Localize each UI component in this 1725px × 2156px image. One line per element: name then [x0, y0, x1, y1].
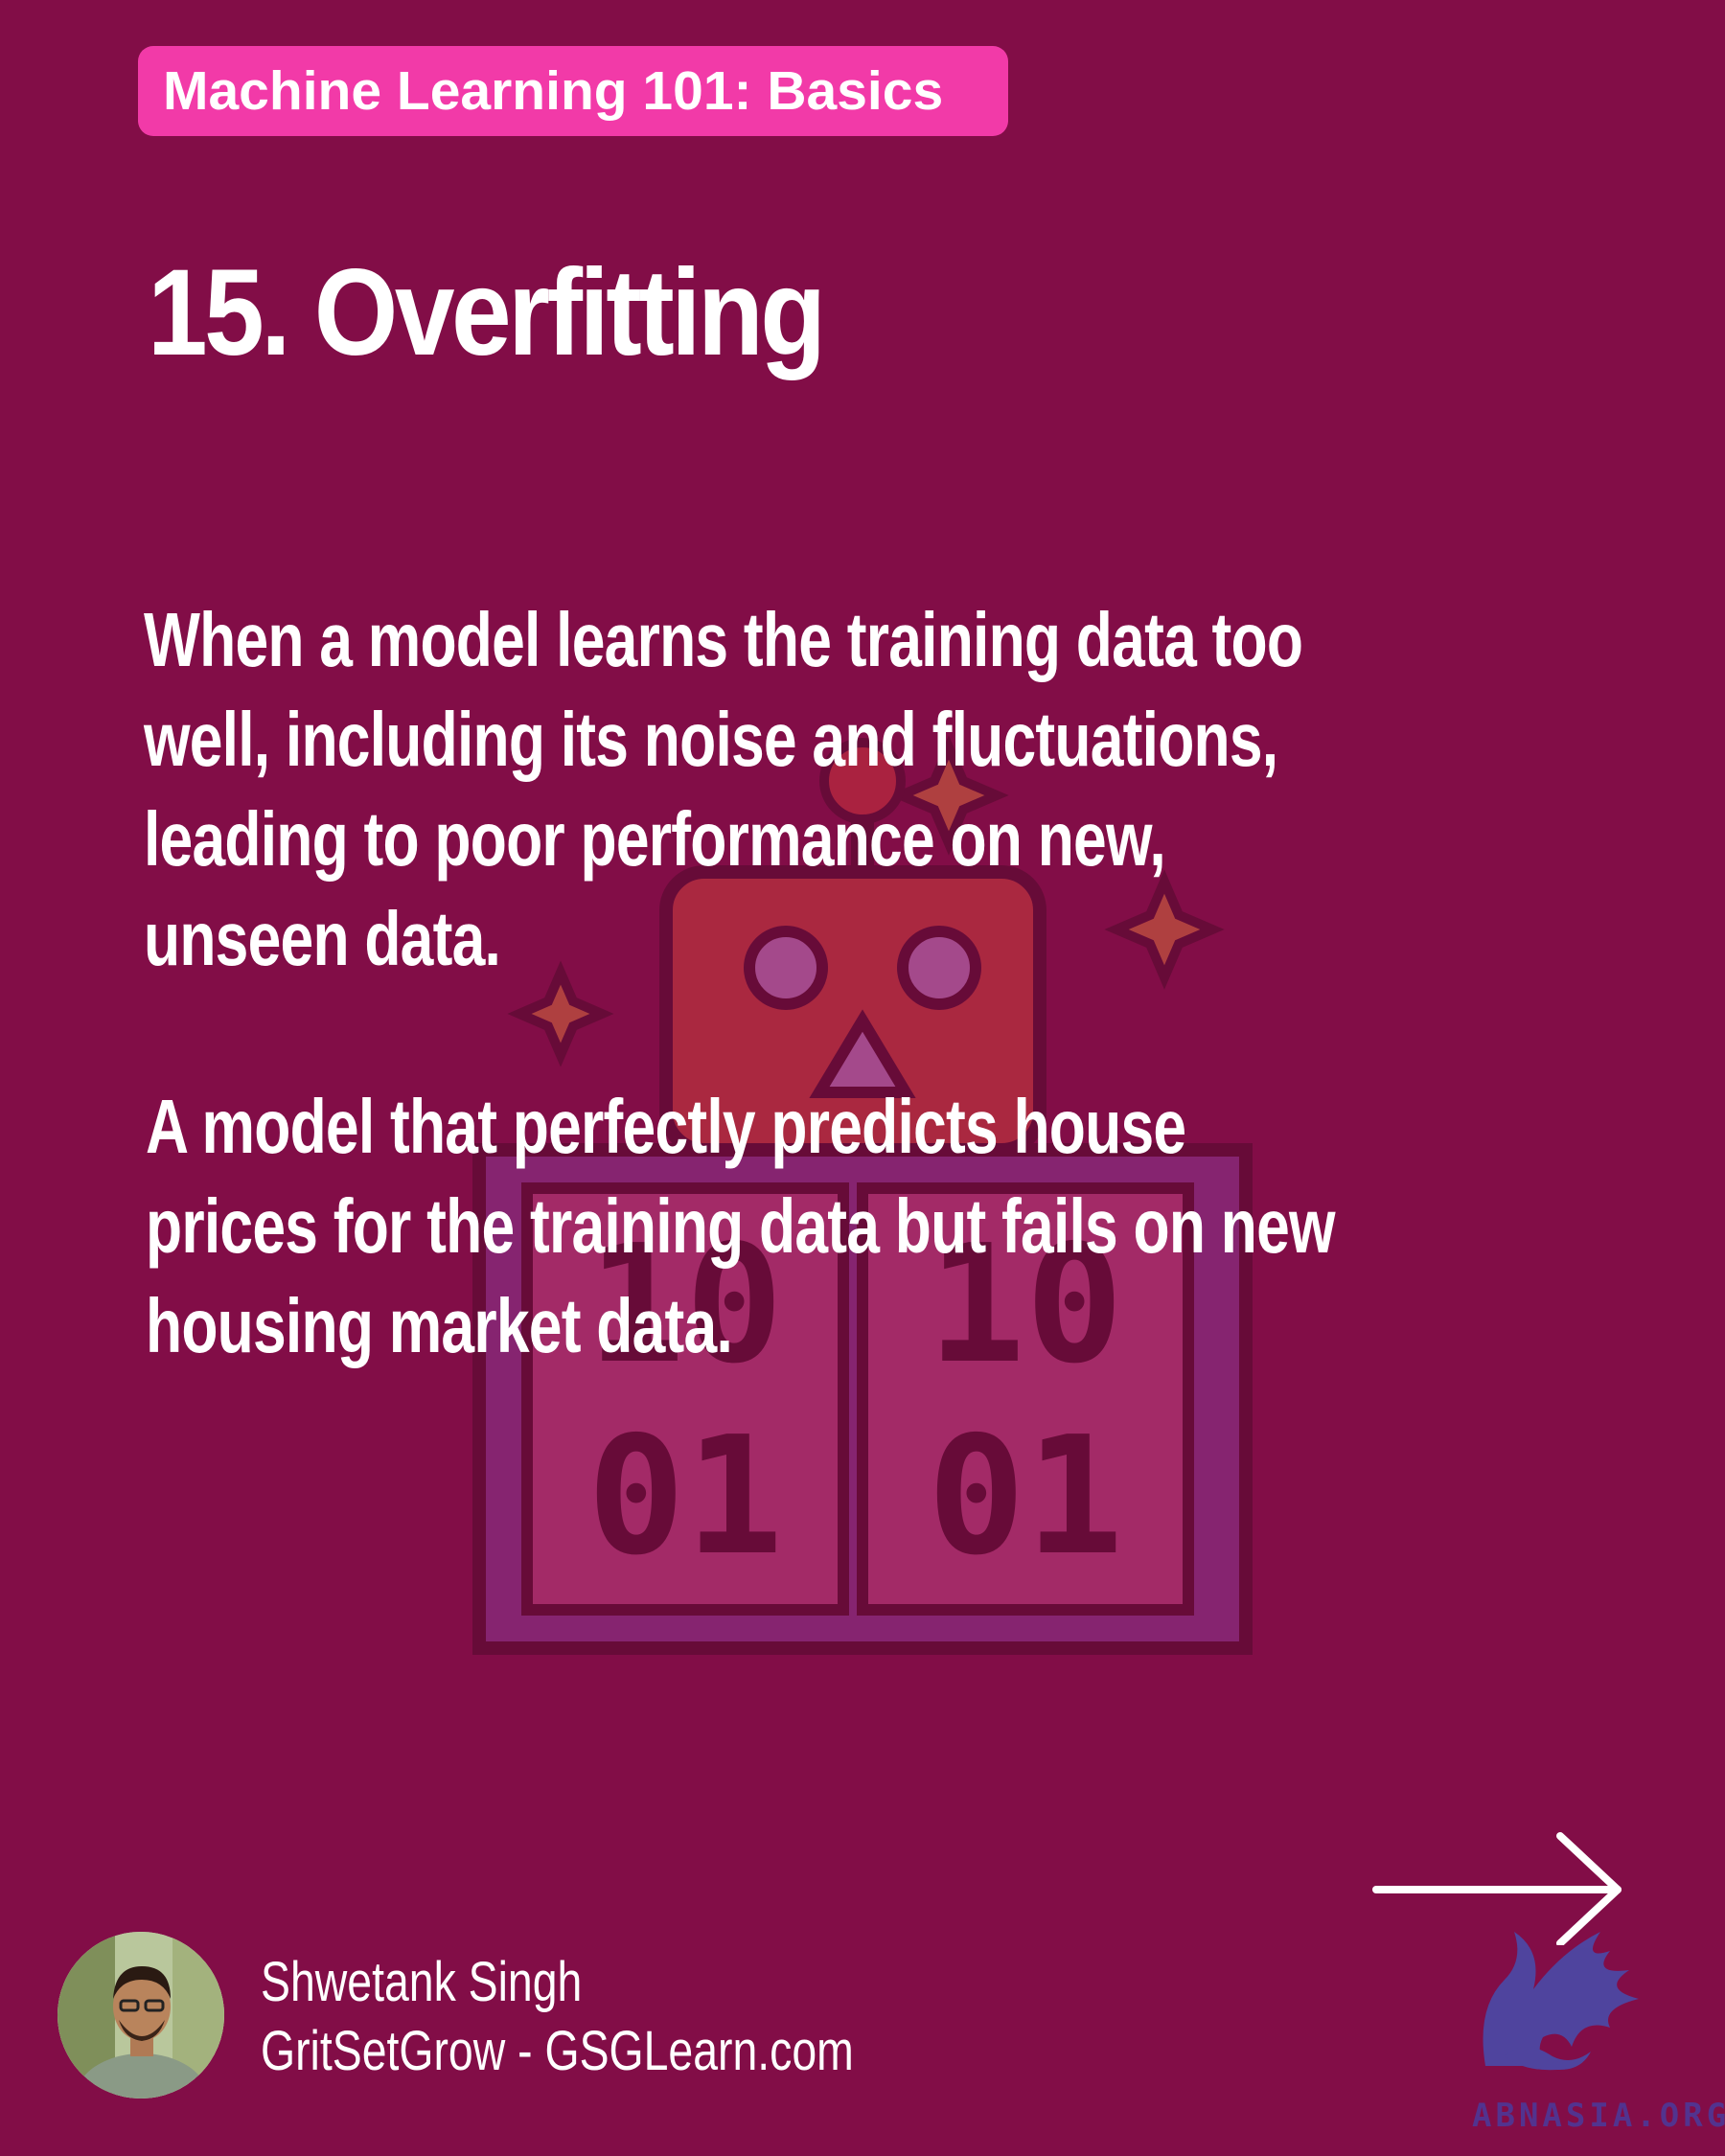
- definition-text: When a model learns the training data to…: [144, 590, 1601, 989]
- robot-binary-icon: 10 10 01 01: [472, 735, 1253, 1655]
- page-title: 15. Overfitting: [148, 244, 826, 381]
- binary-bottom-left: 01: [587, 1402, 784, 1592]
- author-name: Shwetank Singh: [261, 1951, 583, 2013]
- griffin-logo-icon: [1483, 1932, 1639, 2071]
- example-line: A model that perfectly predicts house: [146, 1084, 1186, 1169]
- watermark: ABNASIA.ORG: [1472, 2097, 1725, 2135]
- definition-line: unseen data.: [144, 896, 501, 981]
- next-arrow-icon[interactable]: [1372, 1830, 1625, 1945]
- binary-top-left: 10: [587, 1210, 784, 1400]
- example-line: housing market data.: [146, 1283, 733, 1368]
- series-tag: Machine Learning 101: Basics: [138, 46, 1008, 136]
- binary-top-right: 10: [928, 1210, 1124, 1400]
- definition-line: When a model learns the training data to…: [144, 597, 1303, 682]
- author-site: GritSetGrow - GSGLearn.com: [261, 2020, 854, 2082]
- avatar: [58, 1932, 224, 2099]
- definition-line: leading to poor performance on new,: [144, 796, 1166, 882]
- definition-line: well, including its noise and fluctuatio…: [144, 697, 1278, 782]
- example-line: prices for the training data but fails o…: [146, 1183, 1336, 1269]
- example-text: A model that perfectly predicts house pr…: [146, 1077, 1603, 1376]
- binary-bottom-right: 01: [928, 1402, 1124, 1592]
